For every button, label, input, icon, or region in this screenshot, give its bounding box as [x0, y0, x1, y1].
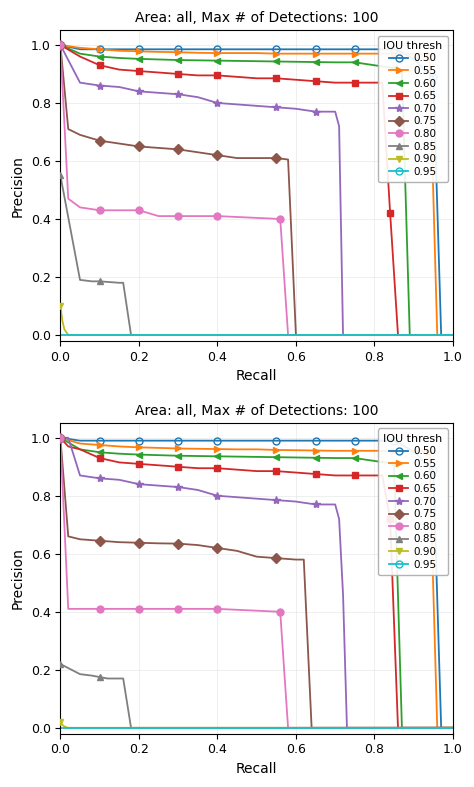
Title: Area: all, Max # of Detections: 100: Area: all, Max # of Detections: 100: [135, 11, 378, 25]
X-axis label: Recall: Recall: [236, 762, 277, 776]
Legend: 0.50, 0.55, 0.60, 0.65, 0.70, 0.75, 0.80, 0.85, 0.90, 0.95: 0.50, 0.55, 0.60, 0.65, 0.70, 0.75, 0.80…: [378, 428, 448, 575]
X-axis label: Recall: Recall: [236, 369, 277, 383]
Title: Area: all, Max # of Detections: 100: Area: all, Max # of Detections: 100: [135, 404, 378, 418]
Y-axis label: Precision: Precision: [11, 548, 25, 609]
Legend: 0.50, 0.55, 0.60, 0.65, 0.70, 0.75, 0.80, 0.85, 0.90, 0.95: 0.50, 0.55, 0.60, 0.65, 0.70, 0.75, 0.80…: [378, 35, 448, 182]
Y-axis label: Precision: Precision: [11, 155, 25, 216]
